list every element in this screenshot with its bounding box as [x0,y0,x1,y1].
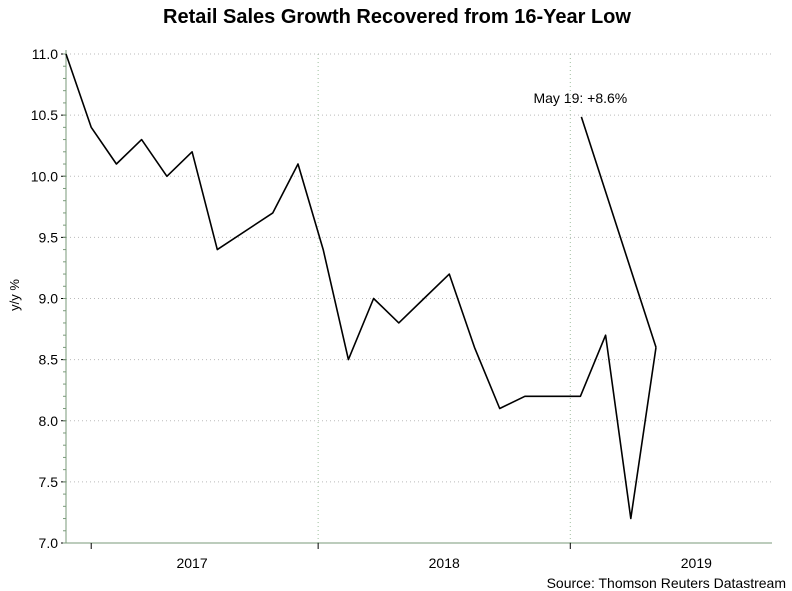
y-tick-label: 7.5 [39,474,59,490]
y-tick-label: 9.5 [39,229,59,245]
annotation-layer: May 19: +8.6% [533,90,657,348]
x-tick-label: 2018 [429,555,460,571]
y-tick-label: 10.5 [31,107,58,123]
y-axis: 7.0 7.5 8.0 8.5 9.0 9.5 10.0 10.5 11.0 [31,46,67,551]
y-tick-label: 9.0 [39,291,59,307]
source-note: Source: Thomson Reuters Datastream [547,575,786,591]
series-layer [65,53,657,520]
y-tick-label: 11.0 [32,46,58,62]
series-line [65,53,657,520]
y-tick-label: 8.0 [39,413,59,429]
chart-title: Retail Sales Growth Recovered from 16-Ye… [163,6,631,28]
x-axis: 2017 2018 2019 [66,542,772,571]
y-tick-label: 7.0 [39,535,59,551]
y-tick-label: 8.5 [39,352,59,368]
annotation-leader-line [580,116,657,348]
y-tick-label: 10.0 [31,168,58,184]
annotation-label: May 19: +8.6% [533,90,627,106]
gridlines [66,53,772,543]
x-tick-label: 2019 [681,555,712,571]
x-tick-label: 2017 [176,555,207,571]
y-axis-label: y/y % [7,279,22,311]
